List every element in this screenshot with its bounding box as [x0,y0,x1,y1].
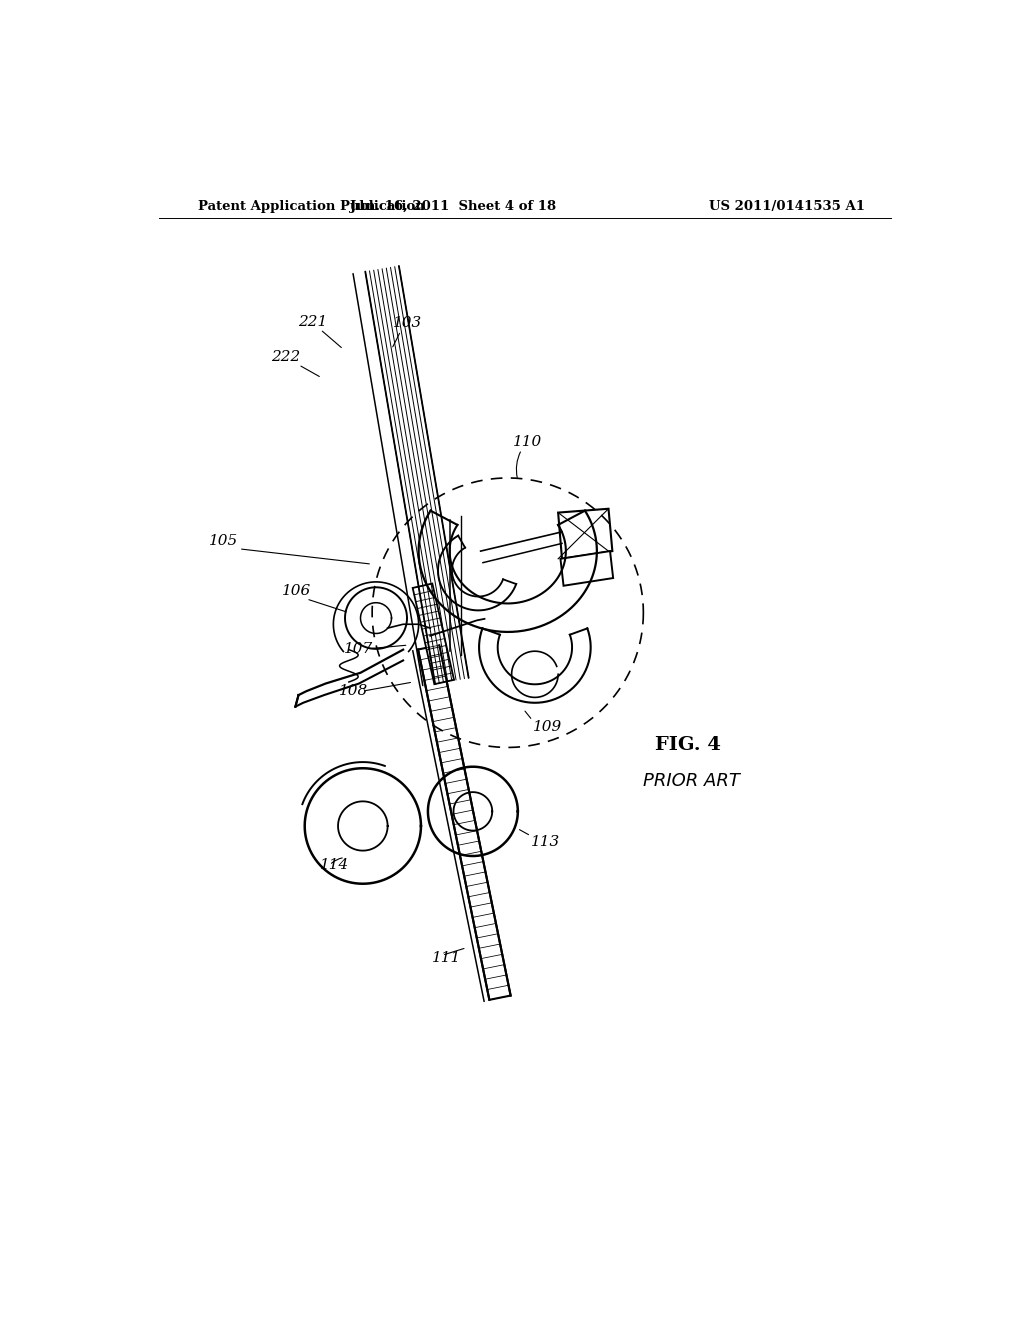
Text: 113: 113 [531,836,560,849]
Text: Patent Application Publication: Patent Application Publication [198,199,425,213]
Text: 221: 221 [299,315,328,330]
Text: 105: 105 [209,535,239,548]
Text: 222: 222 [271,350,301,364]
Text: 107: 107 [343,642,373,656]
Polygon shape [413,583,454,684]
Text: PRIOR ART: PRIOR ART [643,772,740,789]
Text: FIG. 4: FIG. 4 [655,737,721,754]
Text: Jun. 16, 2011  Sheet 4 of 18: Jun. 16, 2011 Sheet 4 of 18 [350,199,557,213]
Text: 108: 108 [339,684,368,698]
Text: 114: 114 [321,858,349,873]
Text: 110: 110 [513,434,543,449]
Polygon shape [418,645,511,999]
Text: 109: 109 [532,719,562,734]
Polygon shape [560,552,613,586]
Text: 106: 106 [282,585,310,598]
Text: 103: 103 [393,317,422,330]
Text: US 2011/0141535 A1: US 2011/0141535 A1 [709,199,864,213]
Polygon shape [558,508,612,558]
Text: 111: 111 [432,950,461,965]
